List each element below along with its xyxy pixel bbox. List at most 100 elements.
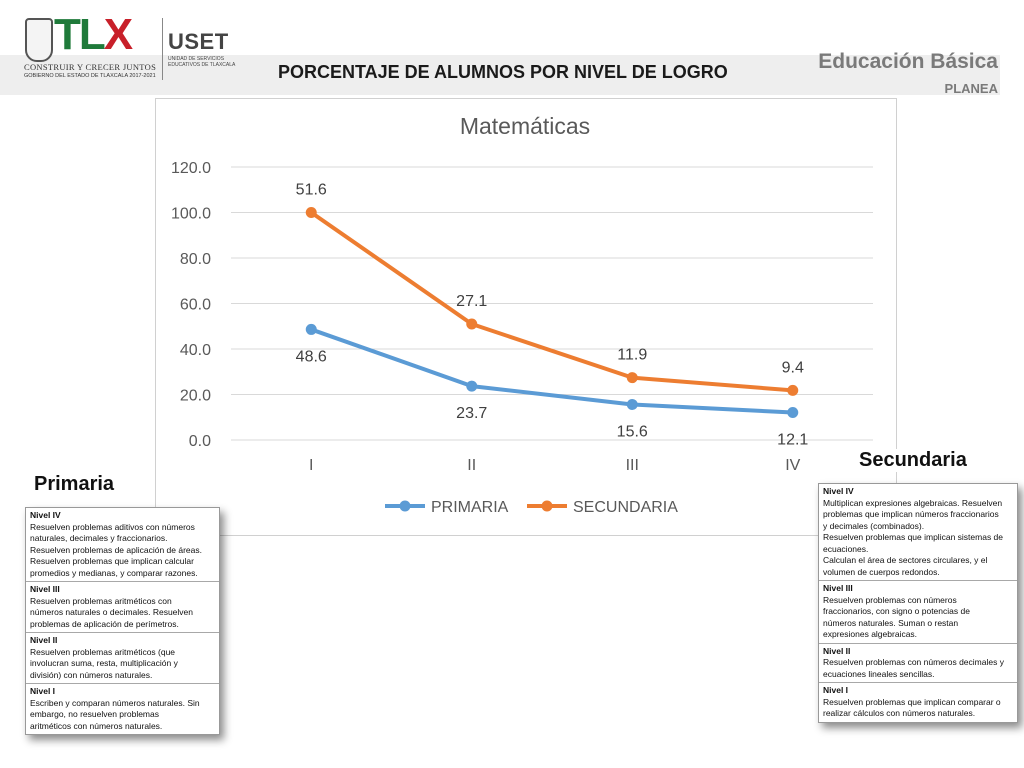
- uset-subtitle: UNIDAD DE SERVICIOS EDUCATIVOS DE TLAXCA…: [168, 56, 236, 68]
- data-point: [787, 406, 799, 418]
- logo-separator: [162, 18, 163, 80]
- secundaria-label: Secundaria: [855, 449, 971, 472]
- level-block: Nivel I Resuelven problemas que implican …: [819, 683, 1017, 722]
- level-description-line: embargo, no resuelven problemas: [30, 709, 159, 719]
- primaria-label: Primaria: [30, 473, 119, 496]
- level-description-line: Calculan el área de sectores circulares,…: [823, 555, 988, 565]
- level-name: Nivel IV: [30, 510, 61, 520]
- level-block: Nivel IV Resuelven problemas aditivos con…: [26, 508, 219, 582]
- level-name: Nivel I: [823, 685, 849, 695]
- level-description-line: división) con números naturales.: [30, 669, 153, 680]
- legend-marker: [399, 500, 411, 512]
- level-description-line: problemas que implican números fracciona…: [823, 509, 999, 519]
- page-title: PORCENTAJE DE ALUMNOS POR NIVEL DE LOGRO: [278, 62, 728, 83]
- level-description-line: Resuelven problemas aritméticos con: [30, 595, 172, 606]
- level-block: Nivel II Resuelven problemas aritméticos …: [26, 633, 219, 684]
- level-name: Nivel III: [823, 583, 853, 593]
- data-label: 51.6: [296, 182, 327, 199]
- level-block: Nivel III Resuelven problemas aritméticos…: [26, 582, 219, 633]
- legend-marker: [541, 500, 553, 512]
- tlx-logo-letters: TLX: [54, 10, 133, 60]
- education-level-title: Educación Básica: [818, 50, 998, 73]
- level-name: Nivel II: [823, 645, 851, 656]
- header-band: [0, 55, 1000, 95]
- data-point: [466, 318, 478, 330]
- level-description-line: Resuelven problemas que implican compara…: [823, 696, 1001, 707]
- level-description-line: volumen de cuerpos redondos.: [823, 566, 940, 577]
- logo-letter-t: T: [54, 10, 81, 59]
- government-logo: TLX CONSTRUIR Y CRECER JUNTOS GOBIERNO D…: [22, 10, 235, 82]
- level-description-line: Resuelven problemas que implican calcula…: [30, 556, 194, 566]
- data-label: 9.4: [782, 359, 804, 376]
- x-tick-label: III: [626, 457, 639, 474]
- series-line-primaria: [310, 327, 793, 415]
- data-point: [466, 380, 478, 392]
- secundaria-levels-panel: Nivel IV Multiplican expresiones algebrai…: [818, 483, 1018, 723]
- data-label: 48.6: [296, 348, 327, 365]
- level-name: Nivel III: [30, 584, 60, 594]
- level-description-line: fraccionarios, con signo o potencias de: [823, 606, 970, 616]
- data-label: 12.1: [777, 431, 808, 448]
- data-point: [787, 384, 799, 396]
- y-tick-label: 60.0: [180, 297, 211, 314]
- logo-government-line: GOBIERNO DEL ESTADO DE TLAXCALA 2017-202…: [24, 73, 156, 79]
- logo-letter-x: X: [103, 10, 133, 59]
- level-name: Nivel I: [30, 686, 56, 696]
- legend-label: SECUNDARIA: [573, 499, 678, 516]
- level-description-line: números naturales. Suman o restan: [823, 617, 959, 628]
- data-label: 23.7: [456, 405, 487, 422]
- chart-title: Matemáticas: [460, 113, 590, 139]
- level-description-line: expresiones algebraicas.: [823, 629, 918, 639]
- level-description-line: Resuelven problemas aditivos con números: [30, 521, 195, 532]
- level-description-line: promedios y medianas, y comparar razones…: [30, 567, 198, 578]
- x-tick-label: I: [309, 457, 313, 474]
- level-description-line: Escriben y comparan números naturales. S…: [30, 697, 200, 708]
- y-tick-label: 40.0: [180, 342, 211, 359]
- page-title-text: PORCENTAJE DE ALUMNOS POR NIVEL DE LOGRO: [278, 62, 728, 82]
- primaria-levels-panel: Nivel IV Resuelven problemas aditivos con…: [25, 507, 220, 735]
- level-block: Nivel III Resuelven problemas con números…: [819, 581, 1017, 644]
- legend-label: PRIMARIA: [431, 499, 509, 516]
- level-description-line: Resuelven problemas con números decimale…: [823, 657, 1004, 667]
- level-description-line: Multiplican expresiones algebraicas. Res…: [823, 497, 1003, 508]
- level-description-line: naturales, decimales y fraccionarios.: [30, 533, 168, 543]
- data-label: 27.1: [456, 293, 487, 310]
- data-label: 11.9: [617, 347, 647, 364]
- level-name: Nivel IV: [823, 486, 854, 496]
- level-description-line: ecuaciones lineales sencillas.: [823, 668, 935, 679]
- level-description-line: problemas de aplicación de perímetros.: [30, 618, 179, 629]
- level-description-line: realizar cálculos con números naturales.: [823, 708, 976, 718]
- level-name: Nivel II: [30, 635, 58, 645]
- data-point: [626, 399, 638, 411]
- level-description-line: involucran suma, resta, multiplicación y: [30, 658, 178, 668]
- level-description-line: Resuelven problemas aritméticos (que: [30, 646, 176, 657]
- level-description-line: y decimales (combinados).: [823, 520, 925, 531]
- y-tick-label: 20.0: [180, 388, 211, 405]
- line-chart: Matemáticas 0.0 20.0 40.0 60.0 80.0 100.0 120.0…: [171, 113, 873, 516]
- level-description-line: Resuelven problemas que implican sistema…: [823, 532, 1004, 542]
- data-point: [626, 372, 638, 384]
- level-description-line: Resuelven problemas con números: [823, 594, 957, 605]
- tlaxcala-seal-icon: [25, 18, 53, 62]
- y-tick-label: 100.0: [171, 206, 211, 223]
- series-line-secundaria: [310, 210, 793, 393]
- level-description-line: Resuelven problemas de aplicación de áre…: [30, 544, 202, 555]
- level-block: Nivel II Resuelven problemas con números …: [819, 644, 1017, 683]
- data-point: [305, 207, 317, 218]
- chart-frame: [155, 98, 897, 536]
- y-tick-label: 80.0: [180, 251, 211, 268]
- level-block: Nivel IV Multiplican expresiones algebrai…: [819, 484, 1017, 581]
- logo-letter-l: L: [78, 10, 106, 59]
- level-description-line: aritméticos con números naturales.: [30, 720, 163, 731]
- level-description-line: números naturales o decimales. Resuelven: [30, 607, 194, 617]
- logo-slogan: CONSTRUIR Y CRECER JUNTOS: [24, 62, 157, 72]
- y-tick-label: 0.0: [189, 433, 211, 450]
- uset-logo: USET: [168, 29, 229, 54]
- x-tick-label: IV: [785, 457, 800, 474]
- level-block: Nivel I Escriben y comparan números natur…: [26, 684, 219, 734]
- level-description-line: ecuaciones.: [823, 543, 869, 554]
- planea-subtitle: PLANEA: [944, 81, 998, 96]
- data-label: 15.6: [617, 424, 648, 441]
- data-point: [305, 323, 317, 335]
- y-tick-label: 120.0: [171, 160, 211, 177]
